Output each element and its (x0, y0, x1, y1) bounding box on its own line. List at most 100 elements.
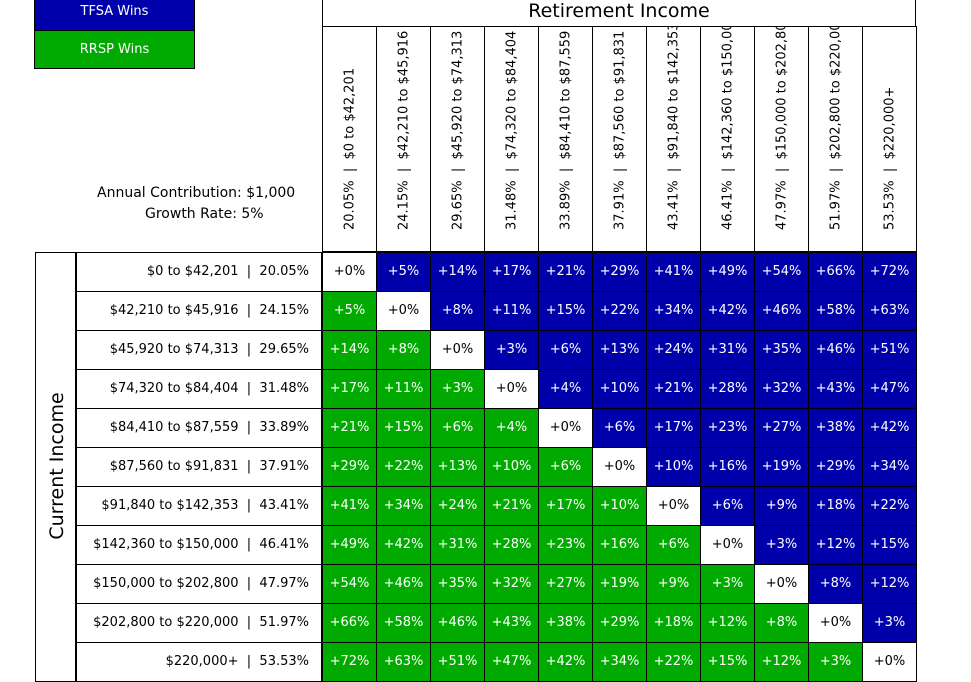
column-header: 24.15% | $42,210 to $45,916 (376, 26, 431, 252)
column-header: 51.97% | $202,800 to $220,000 (808, 26, 863, 252)
heatmap-cell: +6% (700, 486, 755, 526)
heatmap-cell: +47% (862, 369, 917, 409)
heatmap-cell: +21% (322, 408, 377, 448)
heatmap-cell: +23% (538, 525, 593, 565)
heatmap-cell: +72% (862, 252, 917, 292)
heatmap-cell: +15% (700, 642, 755, 682)
heatmap-cell: +17% (484, 252, 539, 292)
heatmap-cell: +47% (484, 642, 539, 682)
heatmap-cell: +15% (538, 291, 593, 331)
row-header: $84,410 to $87,559 | 33.89% (76, 408, 322, 448)
heatmap-cell: +0% (322, 252, 377, 292)
heatmap-cell: +0% (538, 408, 593, 448)
heatmap-cell: +14% (430, 252, 485, 292)
heatmap-cell: +51% (862, 330, 917, 370)
legend-rrsp-wins: RRSP Wins (34, 30, 195, 69)
row-header: $220,000+ | 53.53% (76, 642, 322, 682)
heatmap-cell: +21% (484, 486, 539, 526)
heatmap-cell: +46% (754, 291, 809, 331)
heatmap-cell: +54% (322, 564, 377, 604)
current-income-title-box (35, 252, 76, 682)
heatmap-cell: +27% (754, 408, 809, 448)
heatmap-cell: +12% (808, 525, 863, 565)
row-header: $42,210 to $45,916 | 24.15% (76, 291, 322, 331)
heatmap-cell: +27% (538, 564, 593, 604)
column-header-label: 24.15% | $42,210 to $45,916 (396, 30, 411, 230)
heatmap-cell: +0% (862, 642, 917, 682)
heatmap-cell: +18% (808, 486, 863, 526)
column-header-label: 51.97% | $202,800 to $220,000 (828, 26, 843, 230)
heatmap-cell: +72% (322, 642, 377, 682)
heatmap-cell: +42% (862, 408, 917, 448)
heatmap-cell: +21% (646, 369, 701, 409)
heatmap-cell: +29% (592, 252, 647, 292)
heatmap-cell: +66% (322, 603, 377, 643)
heatmap-cell: +12% (700, 603, 755, 643)
heatmap-cell: +38% (808, 408, 863, 448)
heatmap-cell: +22% (592, 291, 647, 331)
heatmap-cell: +34% (592, 642, 647, 682)
heatmap-cell: +16% (700, 447, 755, 487)
heatmap-cell: +6% (592, 408, 647, 448)
heatmap-cell: +6% (646, 525, 701, 565)
heatmap-cell: +13% (592, 330, 647, 370)
heatmap-cell: +3% (484, 330, 539, 370)
column-header: 29.65% | $45,920 to $74,313 (430, 26, 485, 252)
retirement-income-title: Retirement Income (322, 0, 916, 27)
current-income-title: Current Income (46, 392, 68, 540)
heatmap-cell: +31% (430, 525, 485, 565)
heatmap-cell: +0% (808, 603, 863, 643)
heatmap-cell: +5% (322, 291, 377, 331)
heatmap-cell: +51% (430, 642, 485, 682)
heatmap-cell: +19% (592, 564, 647, 604)
heatmap-cell: +46% (430, 603, 485, 643)
heatmap-cell: +10% (592, 486, 647, 526)
heatmap-cell: +35% (430, 564, 485, 604)
heatmap-cell: +66% (808, 252, 863, 292)
column-header-label: 53.53% | $220,000+ (882, 86, 897, 230)
heatmap-cell: +15% (376, 408, 431, 448)
heatmap-cell: +41% (322, 486, 377, 526)
heatmap-cell: +0% (484, 369, 539, 409)
heatmap-cell: +9% (646, 564, 701, 604)
column-header-label: 43.41% | $91,840 to $142,353 (666, 26, 681, 230)
heatmap-cell: +6% (538, 447, 593, 487)
heatmap-cell: +0% (430, 330, 485, 370)
heatmap-cell: +0% (592, 447, 647, 487)
heatmap-cell: +21% (538, 252, 593, 292)
heatmap-cell: +43% (484, 603, 539, 643)
heatmap-cell: +31% (700, 330, 755, 370)
column-header: 31.48% | $74,320 to $84,404 (484, 26, 539, 252)
heatmap-cell: +8% (430, 291, 485, 331)
heatmap-cell: +49% (322, 525, 377, 565)
row-header: $74,320 to $84,404 | 31.48% (76, 369, 322, 409)
heatmap-cell: +22% (376, 447, 431, 487)
heatmap-cell: +5% (376, 252, 431, 292)
heatmap-cell: +28% (484, 525, 539, 565)
heatmap-cell: +12% (862, 564, 917, 604)
heatmap-cell: +3% (430, 369, 485, 409)
heatmap-cell: +6% (430, 408, 485, 448)
heatmap-cell: +10% (592, 369, 647, 409)
heatmap-cell: +42% (538, 642, 593, 682)
heatmap-cell: +13% (430, 447, 485, 487)
heatmap-cell: +22% (862, 486, 917, 526)
heatmap-cell: +0% (376, 291, 431, 331)
heatmap-cell: +63% (376, 642, 431, 682)
heatmap-cell: +29% (592, 603, 647, 643)
heatmap-cell: +4% (538, 369, 593, 409)
heatmap-cell: +17% (322, 369, 377, 409)
heatmap-cell: +4% (484, 408, 539, 448)
heatmap-cell: +49% (700, 252, 755, 292)
heatmap-cell: +6% (538, 330, 593, 370)
heatmap-cell: +42% (376, 525, 431, 565)
heatmap-cell: +3% (754, 525, 809, 565)
column-header-label: 31.48% | $74,320 to $84,404 (504, 30, 519, 230)
column-header: 43.41% | $91,840 to $142,353 (646, 26, 701, 252)
heatmap-cell: +24% (646, 330, 701, 370)
heatmap-cell: +32% (484, 564, 539, 604)
column-header: 53.53% | $220,000+ (862, 26, 917, 252)
heatmap-cell: +10% (484, 447, 539, 487)
heatmap-cell: +46% (808, 330, 863, 370)
heatmap-cell: +34% (646, 291, 701, 331)
